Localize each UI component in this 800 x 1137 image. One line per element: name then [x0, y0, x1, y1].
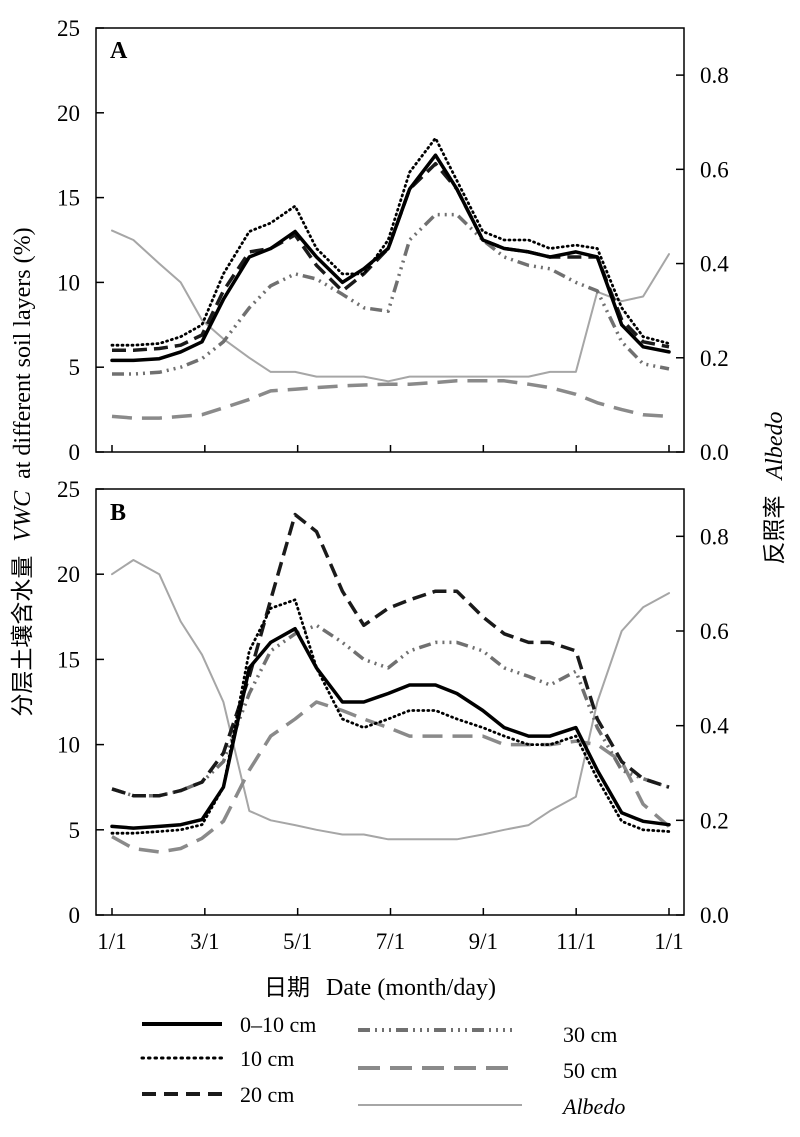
y-right-tick-label: 0.8 — [700, 524, 729, 549]
series-s30-line — [111, 623, 670, 798]
y-right-tick-label: 0.8 — [700, 63, 729, 88]
x-tick-label: 1/1 — [654, 929, 683, 954]
y-left-title-cn: 分层土壤含水量 — [10, 556, 36, 717]
legend-label-s0: 0–10 cm — [240, 1012, 316, 1037]
x-axis-title-en: Date (month/day) — [326, 975, 496, 1001]
panel-b-ticks: 0 5 10 15 20 25 0.0 0.2 0.4 0.6 0.8 — [57, 477, 729, 928]
series-s20-line — [111, 512, 670, 798]
y-right-title-cn: 反照率 — [762, 495, 788, 564]
series-s0-line — [110, 626, 671, 830]
legend-label-alb: Albedo — [561, 1094, 625, 1119]
y-left-tick-label: 0 — [69, 903, 81, 928]
legend-label-s20: 20 cm — [240, 1082, 294, 1107]
panel-b: B 0 5 10 15 20 25 0.0 0.2 0.4 0.6 0.8 — [57, 477, 729, 928]
y-right-tick-label: 0.2 — [700, 346, 729, 371]
y-left-tick-label: 5 — [69, 818, 81, 843]
x-tick-label: 5/1 — [283, 929, 312, 954]
series-s50-line — [111, 379, 670, 420]
x-axis-title: 日期 Date (month/day) — [264, 975, 496, 1001]
series-s10-line — [110, 598, 671, 835]
y-right-title: 反照率 Albedo — [762, 412, 788, 565]
series-s30-line — [112, 212, 670, 376]
y-left-tick-label: 5 — [69, 355, 81, 380]
series-s50-line — [111, 700, 671, 854]
y-left-title: 分层土壤含水量 VWC at different soil layers (%) — [10, 227, 36, 716]
y-right-tick-label: 0.0 — [700, 440, 729, 465]
y-left-title-var: VWC — [10, 490, 36, 542]
panel-b-label: B — [110, 500, 126, 526]
x-axis-title-cn: 日期 — [264, 975, 310, 1001]
x-tick-label: 7/1 — [376, 929, 405, 954]
y-right-tick-label: 0.4 — [700, 252, 729, 277]
y-left-tick-label: 20 — [57, 562, 80, 587]
x-tick-label: 11/1 — [556, 929, 596, 954]
y-right-tick-label: 0.2 — [700, 808, 729, 833]
panel-b-series — [110, 512, 671, 854]
x-tick-labels: 1/1 3/1 5/1 7/1 9/1 11/1 1/1 — [97, 929, 683, 954]
y-left-tick-label: 25 — [57, 16, 80, 41]
y-left-tick-label: 20 — [57, 101, 80, 126]
panel-b-frame — [95, 488, 685, 916]
y-left-title-rest: at different soil layers (%) — [10, 227, 36, 478]
legend-label-s30: 30 cm — [563, 1022, 617, 1047]
series-alb-line — [111, 229, 670, 383]
legend-label-s10: 10 cm — [240, 1046, 294, 1071]
legend-label-s50: 50 cm — [563, 1058, 617, 1083]
panel-a-series — [110, 136, 671, 420]
y-left-tick-label: 10 — [57, 270, 80, 295]
series-s20-line — [112, 161, 670, 352]
y-right-tick-label: 0.6 — [700, 619, 729, 644]
y-left-tick-label: 15 — [57, 186, 80, 211]
x-tick-label: 1/1 — [97, 929, 126, 954]
y-right-tick-label: 0.6 — [700, 157, 729, 182]
series-alb-line — [111, 559, 670, 841]
x-tick-label: 9/1 — [469, 929, 498, 954]
y-right-title-var: Albedo — [762, 412, 788, 482]
panel-a: A 0 5 10 15 20 25 0.0 0.2 0.4 0.6 0.8 — [57, 16, 729, 465]
x-tick-label: 3/1 — [190, 929, 219, 954]
y-left-tick-label: 0 — [69, 440, 81, 465]
y-left-tick-label: 10 — [57, 733, 80, 758]
y-left-tick-label: 25 — [57, 477, 80, 502]
panel-a-ticks: 0 5 10 15 20 25 0.0 0.2 0.4 0.6 0.8 — [57, 16, 729, 465]
series-s10-line — [110, 136, 671, 347]
y-right-tick-label: 0.0 — [700, 903, 729, 928]
panel-a-label: A — [110, 38, 128, 64]
y-right-tick-label: 0.4 — [700, 714, 729, 739]
legend: 0–10 cm 10 cm 20 cm 30 cm 50 cm Albedo — [140, 1012, 625, 1119]
y-left-tick-label: 15 — [57, 647, 80, 672]
series-s0-line — [110, 153, 671, 363]
